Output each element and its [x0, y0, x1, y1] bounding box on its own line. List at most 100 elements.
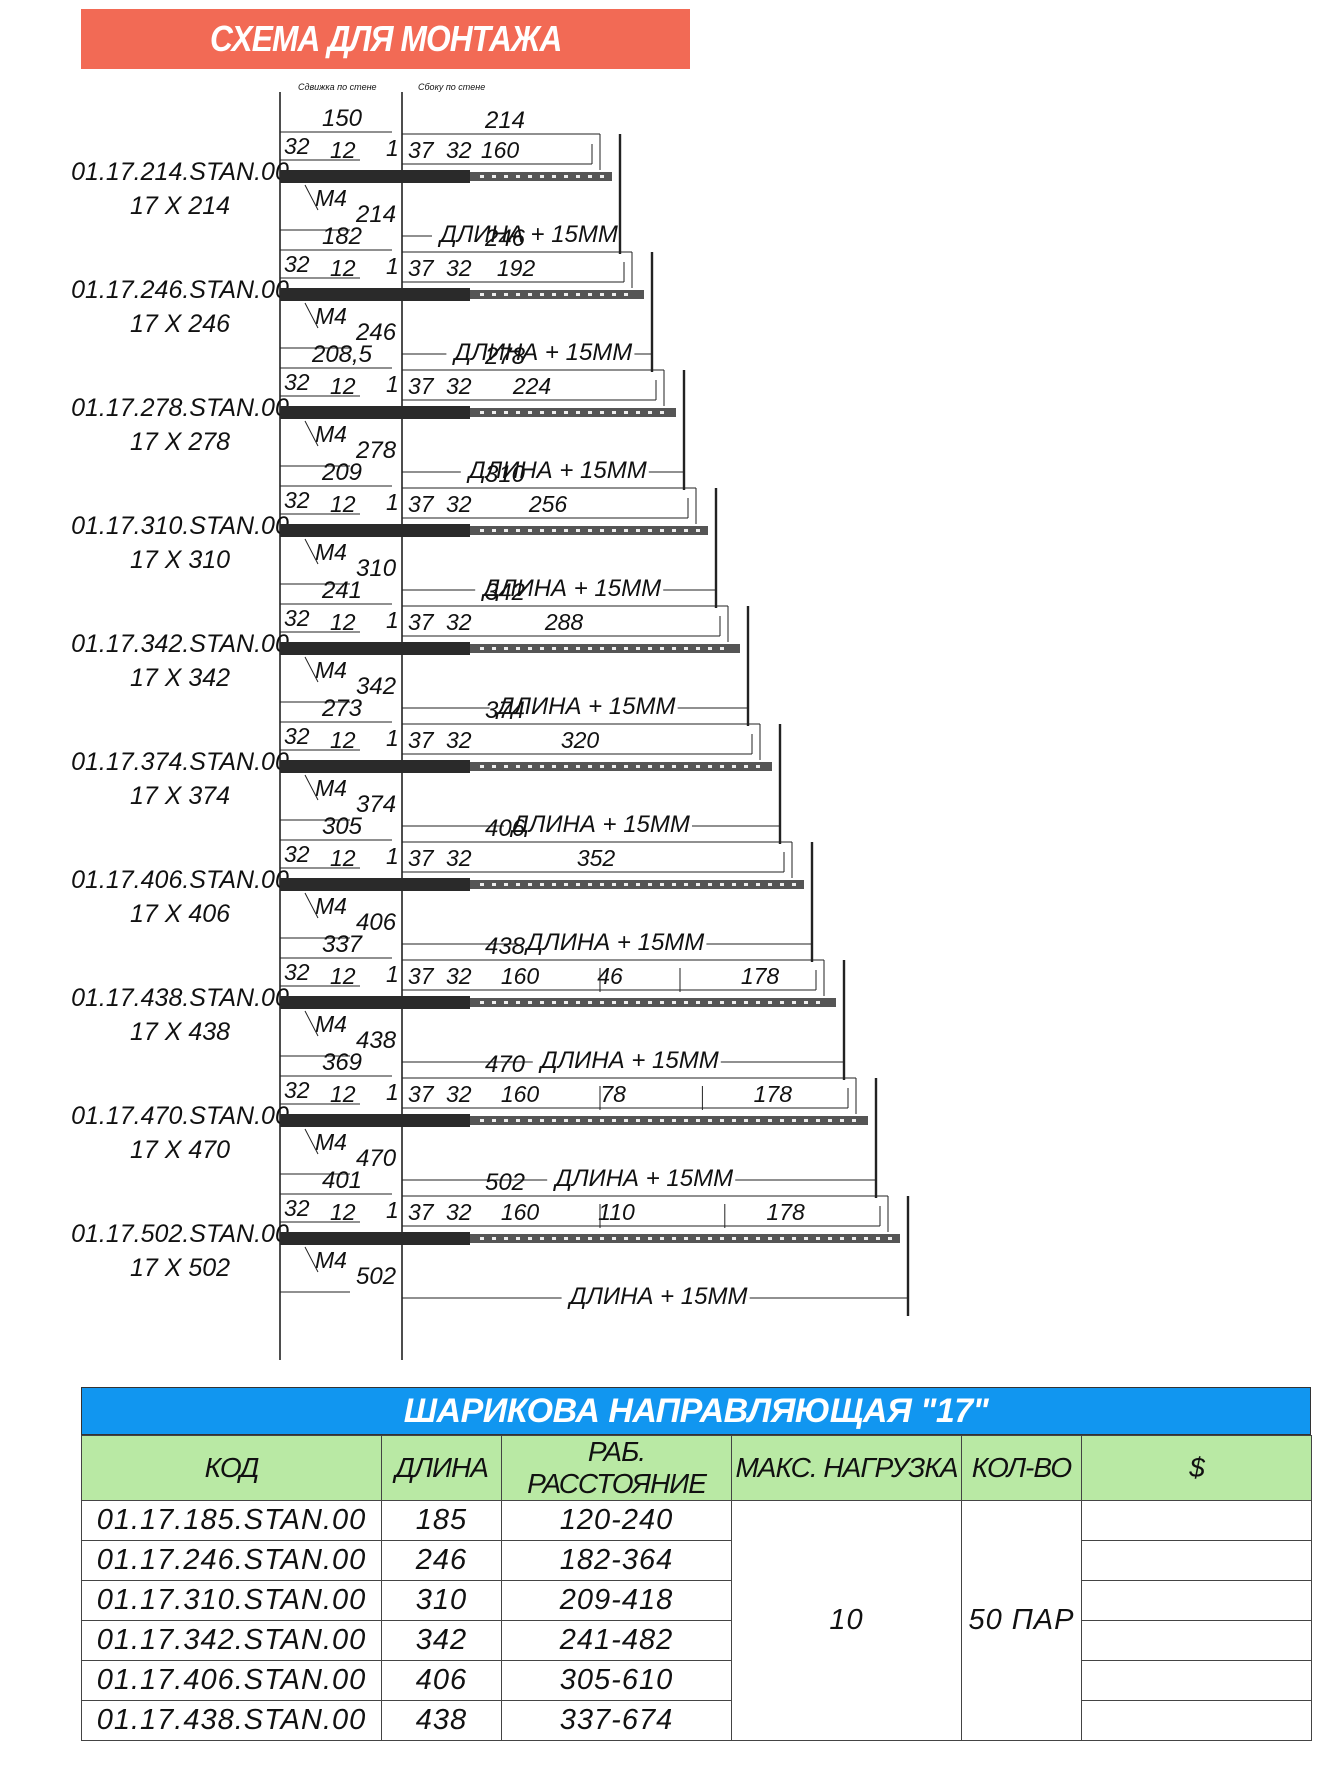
dim-length-bottom: 438	[356, 1027, 397, 1054]
rail-hole	[804, 1237, 808, 1240]
dim-length-top: 278	[484, 343, 526, 370]
rail-hole	[516, 647, 520, 650]
row-code-label: 01.17.214.STAN.00	[71, 158, 289, 186]
row-code-label: 01.17.374.STAN.00	[71, 748, 289, 776]
rail-hole	[720, 1001, 724, 1004]
rail-hole	[588, 175, 592, 178]
screw-label: M4	[315, 1129, 347, 1155]
rail-hole	[732, 1001, 736, 1004]
rail-hole	[528, 1001, 532, 1004]
length-note: ДЛИНА + 15ММ	[466, 457, 647, 484]
dim-hole-spacing: 160	[501, 1081, 540, 1107]
rail-hole	[552, 1119, 556, 1122]
rail-hole	[600, 765, 604, 768]
rail-hole	[612, 883, 616, 886]
rail-hole	[648, 529, 652, 532]
cell-price	[1081, 1500, 1312, 1541]
rail-hole	[540, 529, 544, 532]
rail-hole	[564, 1237, 568, 1240]
rail-hole	[552, 883, 556, 886]
rail-hole	[804, 1001, 808, 1004]
rail-hole	[816, 1237, 820, 1240]
mounting-diagram: Сдвижка по стене Сбоку по стене 01.17.214.…	[71, 82, 910, 1360]
rail-hole	[564, 175, 568, 178]
dim-12: 12	[330, 255, 356, 281]
rail-hole	[732, 765, 736, 768]
rail-hole	[588, 883, 592, 886]
dim-37: 37	[408, 491, 435, 517]
rail-hole	[504, 175, 508, 178]
rail-hole	[576, 883, 580, 886]
dim-hole-spacing: 78	[600, 1081, 626, 1107]
rail-hole	[756, 883, 760, 886]
rail-hole	[708, 883, 712, 886]
rail-hole	[492, 883, 496, 886]
length-note: ДЛИНА + 15ММ	[538, 1047, 719, 1074]
rail-hole	[480, 1001, 484, 1004]
rail-hole	[708, 1119, 712, 1122]
rail-hole	[816, 1001, 820, 1004]
dim-37: 37	[408, 137, 435, 163]
rail-hole	[660, 647, 664, 650]
rail-hole	[600, 883, 604, 886]
dim-32: 32	[284, 251, 310, 277]
rail-inner-block	[280, 524, 470, 537]
rail-hole	[624, 1119, 628, 1122]
header-qty: КОЛ-ВО	[961, 1435, 1082, 1501]
rail-hole	[756, 765, 760, 768]
rail-hole	[612, 1001, 616, 1004]
rail-hole	[504, 1237, 508, 1240]
rail-hole	[684, 529, 688, 532]
dim-32: 32	[284, 1195, 310, 1221]
cell-length: 310	[381, 1580, 502, 1621]
dim-hole-spacing: 46	[597, 963, 623, 989]
dim-length-bottom: 374	[356, 791, 396, 818]
rail-hole	[576, 529, 580, 532]
rail-hole	[660, 1119, 664, 1122]
rail-hole	[648, 765, 652, 768]
row-code-label: 01.17.342.STAN.00	[71, 630, 289, 658]
rail-hole	[792, 1119, 796, 1122]
rail-hole	[756, 1237, 760, 1240]
dim-top-value: 241	[321, 577, 362, 604]
rail-hole	[648, 1237, 652, 1240]
rail-hole	[684, 1237, 688, 1240]
table-title: ШАРИКОВА НАПРАВЛЯЮЩАЯ "17"	[81, 1387, 1311, 1435]
dim-32: 32	[284, 605, 310, 631]
dim-length-bottom: 278	[355, 437, 397, 464]
rail-hole	[864, 1237, 868, 1240]
rail-hole	[492, 647, 496, 650]
dim-12: 12	[330, 1199, 356, 1225]
dim-line	[304, 656, 319, 683]
rail-outer-block	[470, 762, 772, 771]
rail-hole	[660, 411, 664, 414]
dim-37: 37	[408, 1199, 435, 1225]
rail-hole	[552, 529, 556, 532]
rail-hole	[540, 1237, 544, 1240]
rail-hole	[660, 883, 664, 886]
rail-hole	[648, 1119, 652, 1122]
rail-hole	[480, 293, 484, 296]
cell-qty: 50 ПАР	[961, 1500, 1082, 1741]
length-note: ДЛИНА + 15ММ	[495, 693, 676, 720]
dim-hole-spacing: 160	[481, 137, 520, 163]
rail-hole	[768, 1001, 772, 1004]
dim-32: 32	[284, 723, 310, 749]
rail-hole	[576, 293, 580, 296]
rail-hole	[600, 1237, 604, 1240]
cell-length: 438	[381, 1700, 502, 1741]
dim-line	[304, 1010, 319, 1037]
rail-hole	[516, 411, 520, 414]
dim-length-bottom: 246	[355, 319, 397, 346]
dim-hole-spacing: 288	[544, 609, 584, 635]
rail-inner-block	[280, 1114, 470, 1127]
cell-length: 185	[381, 1500, 502, 1541]
rail-hole	[516, 293, 520, 296]
rail-hole	[636, 411, 640, 414]
rail-hole	[672, 765, 676, 768]
header-price: $	[1081, 1435, 1312, 1501]
dim-hole-spacing: 192	[497, 255, 536, 281]
rail-hole	[744, 1237, 748, 1240]
row-size-label: 17 X 502	[130, 1254, 230, 1282]
rail-hole	[552, 175, 556, 178]
